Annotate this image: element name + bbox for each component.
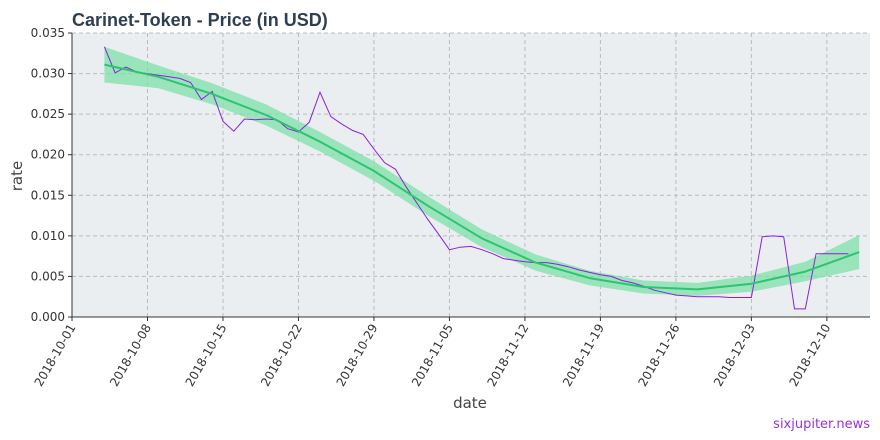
x-tick-label: 2018-11-19 xyxy=(560,322,607,389)
y-tick-label: 0.005 xyxy=(31,269,65,283)
confidence-band xyxy=(104,46,860,296)
x-axis-label: date xyxy=(453,394,487,412)
y-axis-label: rate xyxy=(8,161,26,191)
x-tick-label: 2018-11-12 xyxy=(485,322,532,389)
x-tick-label: 2018-12-10 xyxy=(786,322,833,389)
y-tick-label: 0.030 xyxy=(31,67,65,81)
x-tick-label: 2018-11-05 xyxy=(409,322,456,389)
x-tick-label: 2018-11-26 xyxy=(635,322,682,389)
y-tick-label: 0.000 xyxy=(31,310,65,324)
grid-lines xyxy=(71,32,870,318)
price-series xyxy=(103,46,849,310)
price-line xyxy=(103,46,849,310)
x-tick-label: 2018-10-08 xyxy=(107,322,154,389)
x-tick-label: 2018-10-01 xyxy=(32,322,79,389)
x-tick-label: 2018-10-15 xyxy=(183,322,230,389)
x-tick-label: 2018-10-29 xyxy=(334,322,381,389)
plot-panel xyxy=(72,33,870,317)
chart-title: Carinet-Token - Price (in USD) xyxy=(72,10,328,30)
x-tick-label: 2018-10-22 xyxy=(258,322,305,389)
trend-series xyxy=(104,63,860,291)
watermark: sixjupiter.news xyxy=(773,417,870,432)
y-tick-label: 0.015 xyxy=(31,188,65,202)
y-tick-label: 0.010 xyxy=(31,229,65,243)
y-tick-label: 0.035 xyxy=(31,26,65,40)
y-tick-label: 0.025 xyxy=(31,107,65,121)
trend-line xyxy=(104,63,860,291)
x-tick-label: 2018-12-03 xyxy=(711,322,758,389)
confidence-band-area xyxy=(104,46,860,296)
y-tick-label: 0.020 xyxy=(31,148,65,162)
